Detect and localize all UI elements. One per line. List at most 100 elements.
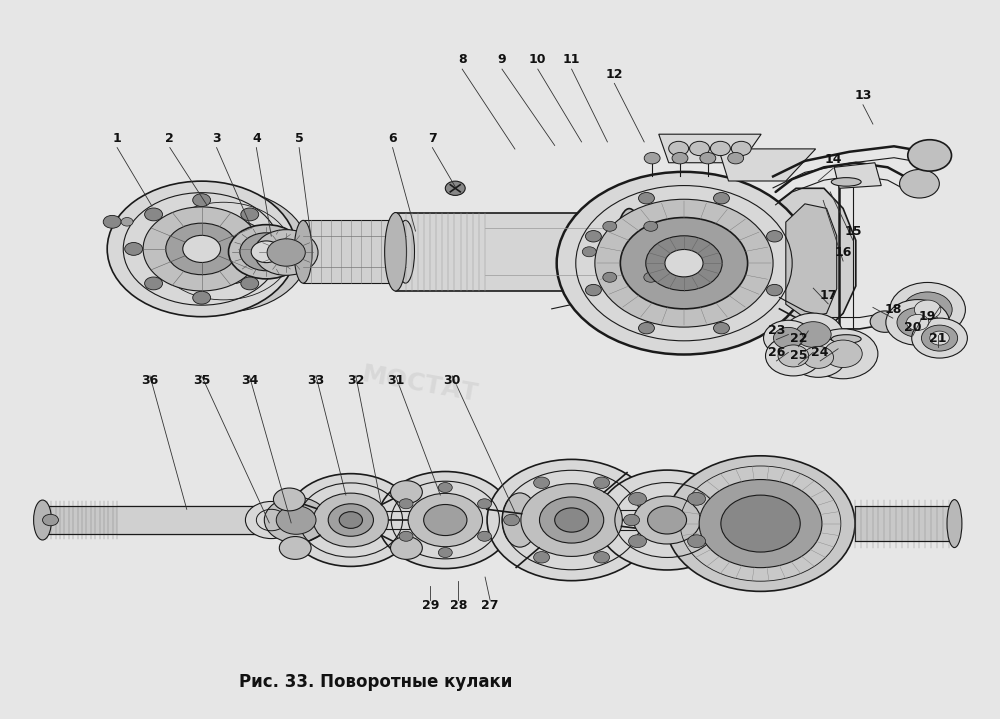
Circle shape (890, 283, 965, 336)
Text: 28: 28 (450, 599, 467, 612)
Circle shape (145, 208, 163, 221)
Circle shape (634, 496, 700, 544)
Circle shape (313, 493, 388, 547)
Circle shape (399, 499, 413, 509)
Circle shape (639, 193, 654, 204)
Circle shape (125, 242, 143, 255)
Circle shape (193, 291, 211, 304)
Circle shape (267, 239, 305, 266)
Text: 14: 14 (824, 153, 842, 166)
Circle shape (795, 321, 831, 347)
Circle shape (254, 229, 318, 275)
Text: 31: 31 (387, 375, 404, 388)
Circle shape (921, 325, 958, 351)
Circle shape (139, 190, 309, 312)
Circle shape (521, 484, 622, 557)
Circle shape (594, 477, 610, 488)
Circle shape (603, 273, 617, 283)
Text: 5: 5 (295, 132, 303, 145)
Circle shape (639, 322, 654, 334)
Text: 8: 8 (458, 53, 467, 66)
Circle shape (339, 512, 362, 528)
Circle shape (914, 300, 941, 319)
Circle shape (824, 340, 862, 367)
Text: 13: 13 (854, 89, 872, 102)
Ellipse shape (34, 500, 52, 540)
Circle shape (539, 497, 604, 543)
Text: 29: 29 (422, 599, 439, 612)
Circle shape (912, 318, 967, 358)
Circle shape (644, 152, 660, 164)
Circle shape (766, 336, 821, 376)
Circle shape (767, 231, 782, 242)
Circle shape (597, 470, 737, 570)
Circle shape (241, 208, 259, 221)
Circle shape (241, 277, 259, 290)
Polygon shape (719, 149, 816, 181)
Circle shape (808, 329, 878, 379)
Circle shape (557, 172, 811, 354)
Ellipse shape (502, 493, 538, 547)
Circle shape (121, 218, 133, 226)
Circle shape (166, 223, 238, 275)
Circle shape (870, 311, 900, 332)
Circle shape (183, 235, 221, 262)
Text: 15: 15 (844, 224, 862, 237)
Text: 26: 26 (768, 346, 785, 359)
Circle shape (504, 514, 520, 526)
Text: 24: 24 (811, 346, 829, 359)
Circle shape (286, 474, 415, 567)
Circle shape (728, 152, 744, 164)
Circle shape (145, 277, 163, 290)
Circle shape (251, 241, 281, 262)
Text: 35: 35 (193, 375, 210, 388)
Text: 22: 22 (790, 331, 807, 344)
Circle shape (103, 216, 121, 228)
Text: 9: 9 (498, 53, 506, 66)
Text: 6: 6 (388, 132, 397, 145)
Circle shape (391, 536, 422, 559)
Circle shape (594, 551, 610, 563)
Circle shape (664, 247, 678, 257)
Circle shape (177, 218, 270, 285)
Circle shape (644, 273, 658, 283)
Circle shape (445, 181, 465, 196)
Circle shape (803, 347, 834, 368)
Text: 34: 34 (241, 375, 258, 388)
Ellipse shape (294, 221, 312, 283)
Circle shape (700, 152, 716, 164)
Circle shape (908, 139, 952, 171)
Circle shape (229, 224, 304, 279)
Circle shape (487, 459, 656, 581)
Polygon shape (776, 188, 856, 334)
Ellipse shape (385, 213, 407, 291)
Polygon shape (786, 203, 837, 318)
Text: 16: 16 (834, 246, 852, 259)
Circle shape (665, 249, 703, 277)
Circle shape (783, 313, 843, 356)
Circle shape (585, 285, 601, 296)
Bar (117, 505, 266, 534)
Text: 20: 20 (904, 321, 921, 334)
Circle shape (478, 499, 492, 509)
Text: 19: 19 (919, 310, 936, 324)
Circle shape (555, 508, 589, 532)
Bar (43, 505, 266, 534)
Circle shape (767, 285, 782, 296)
Circle shape (644, 221, 658, 232)
Circle shape (897, 308, 938, 337)
Circle shape (595, 199, 773, 327)
Text: 33: 33 (307, 375, 325, 388)
Circle shape (646, 236, 722, 290)
Circle shape (245, 501, 297, 539)
Circle shape (764, 320, 813, 356)
Text: 1: 1 (113, 132, 122, 145)
Circle shape (629, 535, 646, 548)
Text: Рис. 33. Поворотные кулаки: Рис. 33. Поворотные кулаки (239, 673, 512, 691)
Ellipse shape (603, 213, 625, 291)
Circle shape (699, 480, 822, 567)
Circle shape (276, 505, 316, 534)
Polygon shape (659, 134, 761, 162)
Circle shape (666, 456, 855, 591)
Circle shape (378, 472, 513, 569)
